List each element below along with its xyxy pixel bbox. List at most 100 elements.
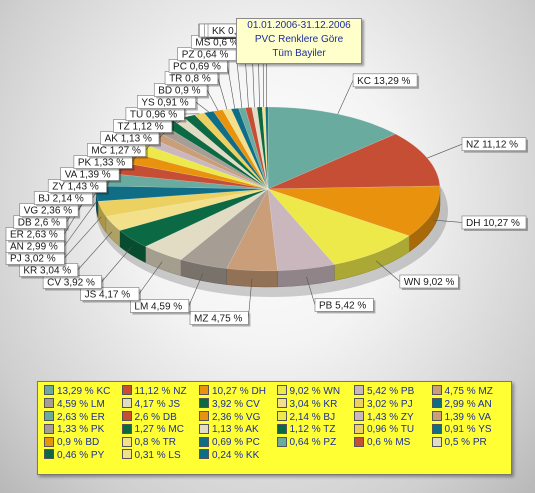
legend-label: 4,59 % LM [57, 398, 105, 410]
legend-item-py: 0,46 % PY [44, 449, 104, 462]
callout-leader [375, 260, 401, 282]
callout-label-cv: CV 3,92 % [47, 278, 95, 289]
legend-label: 3,04 % KR [289, 398, 338, 410]
callout-box [399, 274, 459, 289]
callout-box [352, 73, 418, 88]
pie-slice-kr [105, 188, 269, 231]
legend-swatch [121, 449, 132, 460]
pie-slice-wn [267, 188, 410, 265]
legend-swatch [276, 410, 287, 421]
chart-title-box: 01.01.2006-31.12.2006 PVC Renklere Göre … [236, 18, 362, 64]
callout-box [461, 215, 527, 230]
legend-swatch [44, 398, 54, 409]
callout-label-pb: PB 5,42 % [319, 300, 366, 311]
pie-slice-pc [230, 108, 269, 190]
legend-label: 3,92 % CV [212, 398, 260, 410]
callout-leader [433, 219, 463, 223]
legend-swatch [354, 436, 364, 447]
callout-leader [248, 278, 253, 319]
legend-label: 10,27 % DH [212, 386, 266, 397]
legend-swatch [431, 436, 442, 447]
callout-leader [64, 216, 102, 259]
pie-slice-py [256, 106, 269, 190]
callout-label-kr: KR 3,04 % [23, 266, 71, 277]
callout-box [189, 311, 249, 325]
legend-item-pb: 5,42 % PB [354, 385, 414, 398]
legend-item-pj: 3,02 % PJ [354, 398, 413, 411]
legend-swatch [44, 449, 54, 460]
legend-swatch [354, 385, 364, 396]
callout-label-pk: PK 1,33 % [78, 158, 125, 169]
pie-sides [95, 188, 441, 288]
callout-leader [64, 201, 97, 247]
legend-label: 2,14 % BJ [289, 411, 336, 423]
legend-label: 13,29 % KC [57, 386, 111, 397]
legend-label: 0,69 % PC [212, 437, 260, 449]
callout-box [314, 298, 374, 312]
legend-swatch [121, 423, 132, 434]
pie-slice-lm [180, 188, 269, 269]
legend-swatch [199, 436, 209, 447]
legend-label: 0,96 % TU [367, 424, 415, 436]
pie-slice-cv [119, 188, 269, 247]
callout-box [80, 287, 140, 301]
legend-item-cv: 3,92 % CV [199, 398, 260, 411]
callout-box [130, 299, 190, 313]
legend-swatch [199, 449, 209, 460]
callout-label-ys: YS 0,91 % [141, 98, 188, 109]
callout-label-bj: BJ 2,14 % [38, 194, 84, 205]
legend-swatch [431, 385, 442, 396]
callout-label-kc: KC 13,29 % [357, 76, 410, 87]
pie-slice-dh [267, 185, 441, 237]
legend-swatch [199, 398, 209, 409]
callout-label-wn: WN 9,02 % [404, 277, 455, 288]
legend-item-va: 1,39 % VA [431, 410, 492, 424]
legend-label: 0,64 % PZ [289, 437, 337, 449]
legend-item-dh: 10,27 % DH [199, 385, 266, 398]
callout-leader [306, 276, 316, 305]
chart-title-line-3: Tüm Bayiler [272, 48, 326, 59]
legend-swatch [276, 423, 287, 434]
pie-slice-nz [267, 133, 441, 190]
legend-item-er: 2,63 % ER [44, 410, 105, 424]
callout-label-db: DB 2,6 % [18, 218, 60, 229]
legend-label: 1,13 % AK [212, 424, 259, 436]
legend-item-pk: 1,33 % PK [44, 423, 104, 436]
callout-leader [337, 80, 354, 115]
callout-leader [171, 115, 190, 127]
pie-side-mz [226, 268, 278, 288]
callout-label-bd: BD 0,9 % [158, 86, 200, 97]
legend-item-pc: 0,69 % PC [199, 436, 260, 449]
legend-item-bj: 2,14 % BJ [276, 410, 336, 424]
callout-label-pj: PJ 3,02 % [10, 254, 56, 265]
legend-label: 0,24 % KK [212, 450, 260, 461]
callout-label-ak: AK 1,13 % [105, 134, 152, 145]
legend-item-nz: 11,12 % NZ [121, 385, 187, 398]
legend-item-db: 2,6 % DB [121, 410, 177, 424]
legend-item-tz: 1,12 % TZ [276, 423, 335, 436]
legend-swatch [121, 398, 132, 409]
callout-label-zy: ZY 1,43 % [52, 182, 99, 193]
legend-swatch [276, 385, 287, 396]
legend-swatch [121, 410, 132, 421]
callout-label-js: JS 4,17 % [85, 290, 131, 301]
legend-label: 1,39 % VA [444, 411, 492, 423]
chart-title-line-1: 01.01.2006-31.12.2006 [247, 20, 351, 31]
pie-slice-pj [97, 188, 269, 217]
callout-leader [101, 246, 132, 283]
legend-swatch [276, 436, 287, 447]
legend-swatch [354, 410, 364, 421]
legend-item-an: 2,99 % AN [431, 398, 492, 411]
legend-label: 2,6 % DB [134, 411, 177, 423]
legend-item-lm: 4,59 % LM [44, 398, 105, 411]
callout-label-mc: MC 1,27 % [91, 146, 141, 157]
pie-slice-pb [267, 188, 335, 272]
callout-label-er: ER 2,63 % [10, 230, 58, 241]
callout-leader [427, 143, 463, 159]
legend-item-bd: 0,9 % BD [44, 436, 99, 449]
legend-item-pr: 0,5 % PR [431, 436, 487, 449]
legend-label: 3,02 % PJ [367, 398, 413, 410]
legend-item-zy: 1,43 % ZY [354, 410, 414, 424]
callout-box [461, 137, 527, 151]
